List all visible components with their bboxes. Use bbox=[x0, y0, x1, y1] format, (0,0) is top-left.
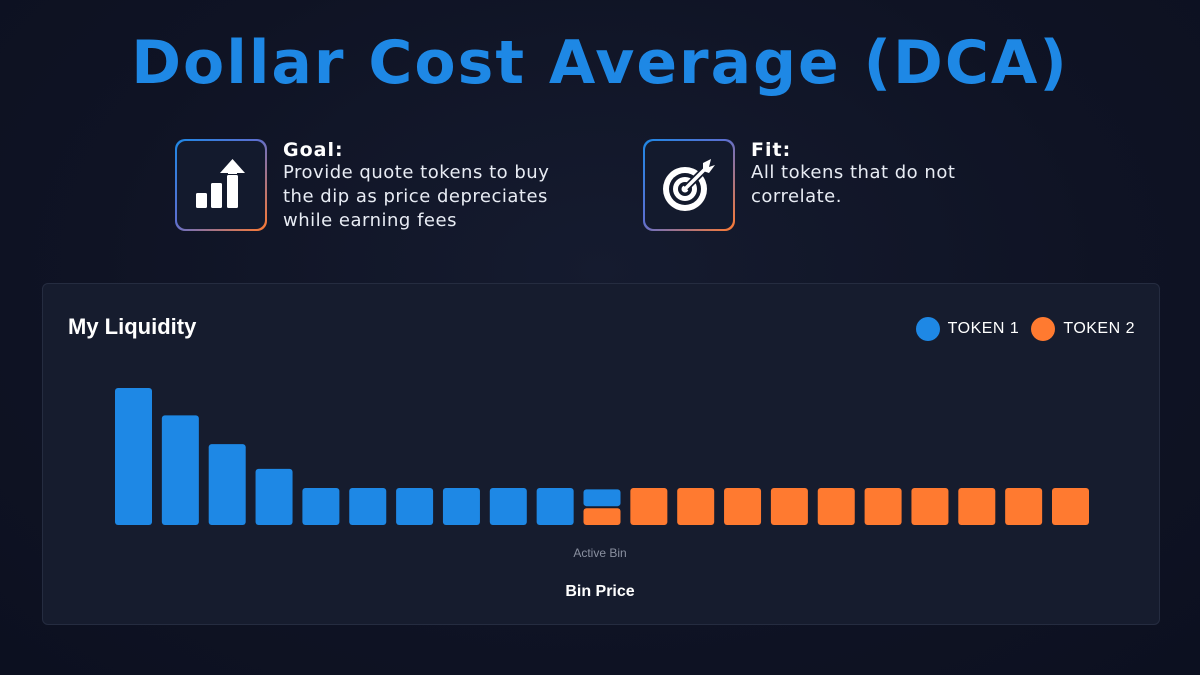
bar-token1-4 bbox=[255, 468, 293, 525]
bar-token2-20 bbox=[1005, 488, 1043, 525]
bar-token1-9 bbox=[489, 488, 527, 525]
goal-card: Goal: Provide quote tokens to buy the di… bbox=[175, 139, 573, 233]
legend-item-token1: TOKEN 1 bbox=[915, 317, 1020, 341]
legend-label-token1: TOKEN 1 bbox=[947, 320, 1020, 337]
fit-card: Fit: All tokens that do not correlate. bbox=[643, 139, 1041, 231]
bar-token1-6 bbox=[349, 488, 387, 525]
active-bin-label: Active Bin bbox=[573, 546, 626, 560]
liquidity-bar-chart: Active Bin Bin Price bbox=[115, 388, 1089, 600]
legend-swatch-token1 bbox=[915, 317, 940, 341]
chart-title: My Liquidity bbox=[68, 314, 197, 339]
fit-icon-frame bbox=[643, 139, 735, 231]
bar-group bbox=[115, 388, 1089, 525]
liquidity-panel: My Liquidity TOKEN 1 TOKEN 2 Active Bin … bbox=[42, 283, 1160, 625]
bar-token1-3 bbox=[208, 444, 246, 525]
bar-token1-2 bbox=[161, 415, 199, 525]
goal-body: Provide quote tokens to buy the dip as p… bbox=[283, 162, 550, 231]
legend-swatch-token2 bbox=[1031, 317, 1056, 341]
bar-token2-13 bbox=[677, 488, 715, 525]
bar-token2-14 bbox=[724, 488, 762, 525]
bar-token1-10 bbox=[536, 488, 574, 525]
bar-token2-16 bbox=[817, 488, 855, 525]
page-title: Dollar Cost Average (DCA) bbox=[131, 28, 1069, 98]
legend-label-token2: TOKEN 2 bbox=[1063, 320, 1135, 337]
bar-token2-18 bbox=[911, 488, 949, 525]
bar-token1-11 bbox=[583, 489, 621, 507]
bar-token2-15 bbox=[770, 488, 808, 525]
bar-token1-5 bbox=[302, 488, 340, 525]
growth-chart-icon bbox=[196, 159, 245, 208]
target-icon bbox=[663, 159, 715, 211]
fit-heading: Fit: bbox=[751, 139, 792, 161]
bar-token1-7 bbox=[396, 488, 434, 525]
x-axis-label: Bin Price bbox=[565, 583, 634, 600]
bar-token2-19 bbox=[958, 488, 996, 525]
bar-token2-17 bbox=[864, 488, 902, 525]
bar-token2-11 bbox=[583, 508, 621, 525]
fit-body: All tokens that do not correlate. bbox=[751, 162, 956, 207]
goal-heading: Goal: bbox=[283, 139, 344, 161]
chart-legend: TOKEN 1 TOKEN 2 bbox=[904, 317, 1135, 341]
goal-icon-frame bbox=[175, 139, 267, 231]
legend-item-token2: TOKEN 2 bbox=[1031, 317, 1135, 341]
bar-token2-21 bbox=[1052, 488, 1089, 525]
bar-token2-12 bbox=[630, 488, 668, 525]
bar-token1-8 bbox=[442, 488, 480, 525]
bar-token1-1 bbox=[115, 388, 152, 525]
